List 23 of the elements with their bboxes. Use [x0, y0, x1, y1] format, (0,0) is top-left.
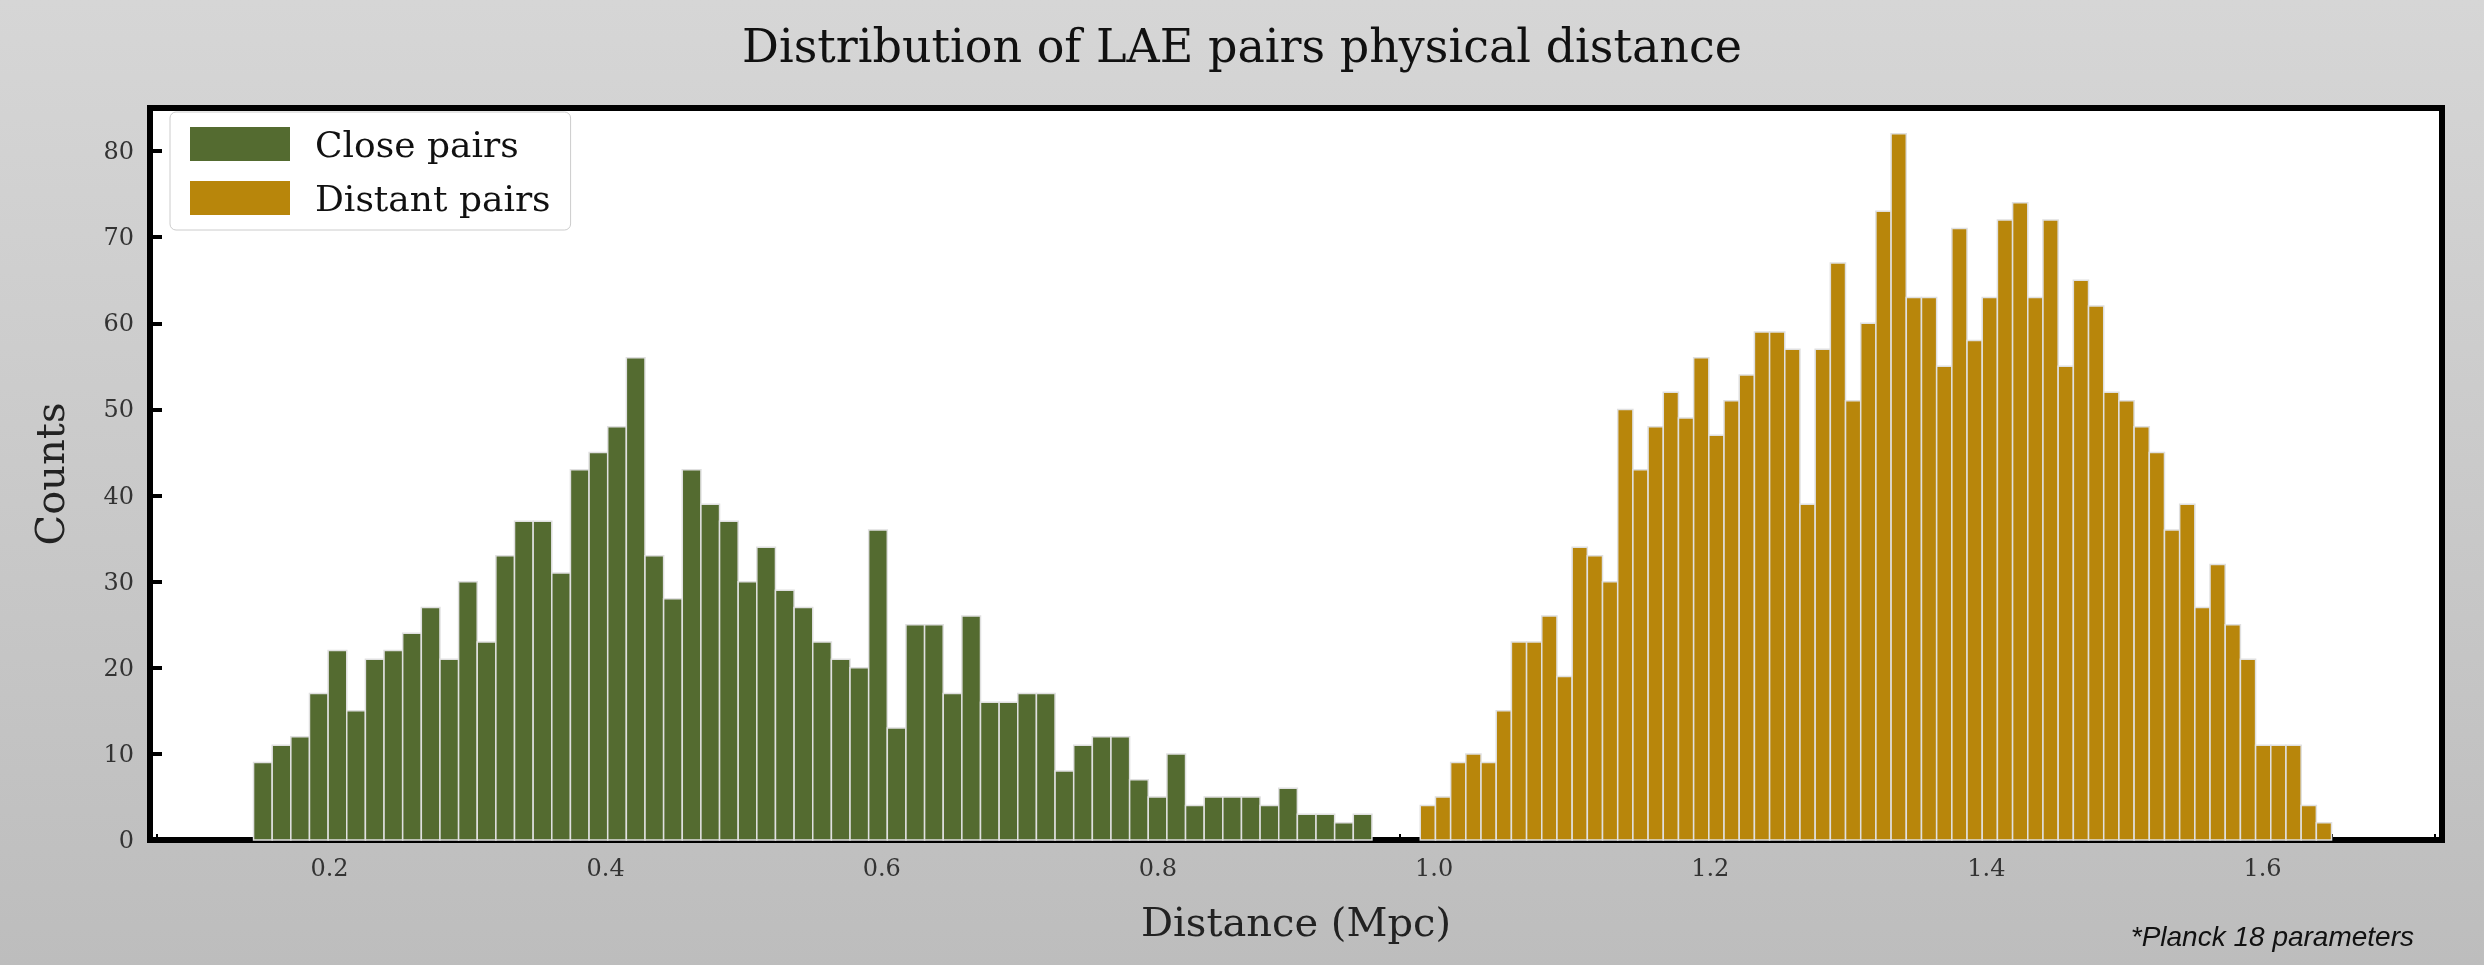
y-tick-label: 30	[103, 567, 134, 596]
legend-label: Close pairs	[315, 123, 519, 165]
x-tick-label: 1.4	[1967, 854, 2006, 882]
text: *Planck 18 parameters	[2130, 921, 2414, 953]
legend-label: Distant pairs	[315, 177, 551, 219]
x-tick-label: 1.2	[1691, 854, 1730, 882]
y-tick-label: 70	[103, 223, 134, 252]
x-tick-label: 0.8	[1138, 854, 1178, 882]
y-tick-label: 60	[103, 309, 134, 338]
y-tick-label: 10	[103, 739, 134, 768]
x-tick-label: 0.6	[862, 854, 901, 882]
x-tick-label: 0.2	[310, 854, 349, 882]
x-tick-label: 0.4	[586, 854, 625, 882]
chart-title: Distribution of LAE pairs physical distance	[742, 19, 1742, 73]
y-tick-label: 50	[103, 395, 134, 424]
x-tick-label: 1.0	[1414, 854, 1454, 882]
y-tick-label: 80	[103, 137, 134, 166]
x-tick-label: 1.6	[2243, 854, 2282, 882]
y-axis-title: Counts	[27, 402, 73, 546]
x-axis-title: Distance (Mpc)	[1140, 899, 1452, 945]
y-tick-label: 0	[118, 826, 134, 854]
y-tick-label: 20	[103, 653, 134, 682]
y-tick-label: 40	[103, 481, 134, 510]
